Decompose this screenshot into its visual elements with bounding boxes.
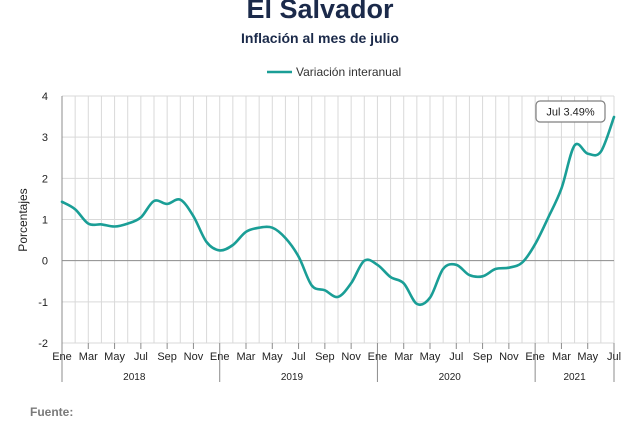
year-label: 2018 xyxy=(123,372,146,383)
legend: Variación interanual xyxy=(267,65,401,79)
x-tick-label: Jul xyxy=(449,351,463,363)
year-label: 2021 xyxy=(563,372,586,383)
y-tick-label: -1 xyxy=(38,297,48,309)
x-tick-label: Sep xyxy=(315,351,335,363)
annotation-box xyxy=(535,100,606,123)
y-tick-label: 0 xyxy=(42,256,48,268)
x-tick-label: Ene xyxy=(52,351,72,363)
x-tick-label: Mar xyxy=(394,351,413,363)
y-tick-label: -2 xyxy=(38,338,48,350)
axes xyxy=(61,96,615,382)
y-tick-label: 2 xyxy=(42,173,48,185)
year-label: 2020 xyxy=(439,372,462,383)
y-tick-labels: -2 -1 0 1 2 3 4 xyxy=(38,91,48,350)
chart-subtitle: Inflación al mes de julio xyxy=(241,30,399,46)
x-tick-label: May xyxy=(104,351,125,363)
x-tick-label: May xyxy=(262,351,283,363)
x-tick-label: Ene xyxy=(525,351,545,363)
x-tick-label: Nov xyxy=(499,351,519,363)
series-line xyxy=(60,115,616,307)
annotation-callout: Jul 3.49% xyxy=(535,100,606,123)
x-tick-label: May xyxy=(577,351,598,363)
x-tick-labels: Ene Mar May Jul Sep Nov Ene Mar May Jul Sep Nov Ene M… xyxy=(52,351,621,363)
y-tick-label: 3 xyxy=(42,132,48,144)
x-tick-label: Sep xyxy=(473,351,493,363)
x-tick-label: Nov xyxy=(341,351,361,363)
x-tick-label: Mar xyxy=(552,351,571,363)
annotation-label: Jul 3.49% xyxy=(546,107,595,119)
chart-title: El Salvador xyxy=(246,0,394,24)
x-tick-label: Sep xyxy=(157,351,177,363)
legend-label: Variación interanual xyxy=(296,65,401,79)
source-label: Fuente: xyxy=(30,405,74,419)
x-tick-label: Jul xyxy=(292,351,306,363)
x-tick-label: Jul xyxy=(134,351,148,363)
y-tick-label: 1 xyxy=(42,215,48,227)
y-tick-label: 4 xyxy=(42,91,48,103)
x-tick-label: Ene xyxy=(368,351,388,363)
x-tick-label: Nov xyxy=(184,351,204,363)
y-axis-label: Porcentajes xyxy=(16,188,30,251)
x-tick-label: Mar xyxy=(237,351,256,363)
x-tick-label: May xyxy=(420,351,441,363)
gridlines xyxy=(61,95,615,344)
x-tick-label: Mar xyxy=(79,351,98,363)
year-label: 2019 xyxy=(281,372,304,383)
x-tick-label: Ene xyxy=(210,351,230,363)
x-tick-label: Jul xyxy=(607,351,621,363)
year-labels: 2018 2019 2020 2021 xyxy=(123,372,586,383)
